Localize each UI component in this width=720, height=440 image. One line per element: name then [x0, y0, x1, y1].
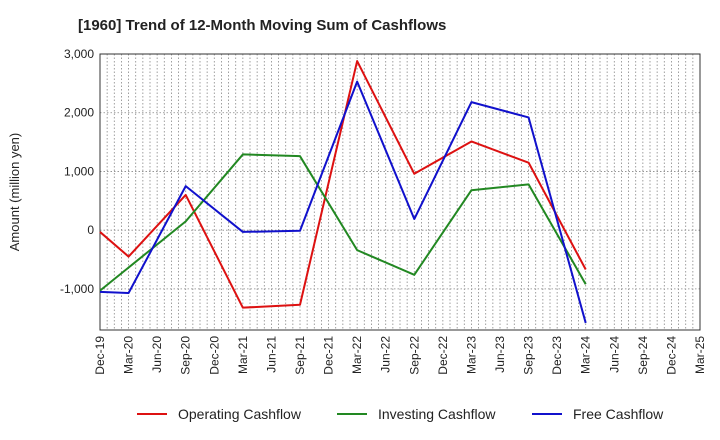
x-tick-label: Dec-20: [207, 336, 221, 375]
y-tick-label: 3,000: [64, 47, 94, 61]
x-tick-label: Sep-22: [407, 336, 421, 375]
x-tick-label: Jun-21: [264, 336, 278, 373]
x-tick-label: Dec-19: [93, 336, 107, 375]
investing-cashflow-line: [99, 153, 587, 292]
x-tick-label: Sep-23: [522, 336, 536, 375]
plot-area-frame: [99, 53, 701, 331]
y-tick-label: 0: [87, 223, 94, 237]
x-tick-label: Jun-22: [379, 336, 393, 373]
legend-label-free-cashflow: Free Cashflow: [573, 406, 664, 422]
x-tick-label: Mar-21: [236, 336, 250, 374]
y-tick-label: 2,000: [64, 106, 94, 120]
x-tick-label: Jun-20: [150, 336, 164, 373]
x-tick-label: Sep-20: [179, 336, 193, 375]
series-lines: [99, 60, 587, 324]
y-axis-ticks: 3,000 2,000 1,000 0 -1,000: [60, 47, 94, 296]
x-tick-label: Mar-24: [579, 336, 593, 374]
chart-title: [1960] Trend of 12-Month Moving Sum of C…: [78, 17, 446, 34]
legend-label-operating-cashflow: Operating Cashflow: [178, 406, 302, 422]
x-tick-label: Dec-23: [550, 336, 564, 375]
x-tick-label: Sep-24: [636, 336, 650, 375]
legend: Operating Cashflow Investing Cashflow Free…: [137, 406, 664, 422]
x-tick-label: Dec-24: [664, 336, 678, 375]
operating-cashflow-line: [99, 60, 587, 309]
x-axis-ticks: Dec-19 Mar-20 Jun-20 Sep-20 Dec-20 Mar-21 Jun-…: [93, 336, 707, 375]
x-tick-label: Mar-22: [350, 336, 364, 374]
x-tick-label: Jun-23: [493, 336, 507, 373]
x-tick-label: Mar-23: [464, 336, 478, 374]
free-cashflow-line: [99, 80, 587, 324]
y-tick-label: -1,000: [60, 282, 94, 296]
x-tick-label: Sep-21: [293, 336, 307, 375]
x-tick-label: Jun-24: [607, 336, 621, 373]
x-tick-label: Dec-21: [322, 336, 336, 375]
y-tick-label: 1,000: [64, 164, 94, 178]
legend-label-investing-cashflow: Investing Cashflow: [378, 406, 496, 422]
x-tick-label: Mar-20: [122, 336, 136, 374]
x-tick-label: Dec-22: [436, 336, 450, 375]
x-tick-label: Mar-25: [693, 336, 707, 374]
grid: [100, 53, 700, 330]
y-axis-label: Amount (million yen): [7, 133, 22, 252]
